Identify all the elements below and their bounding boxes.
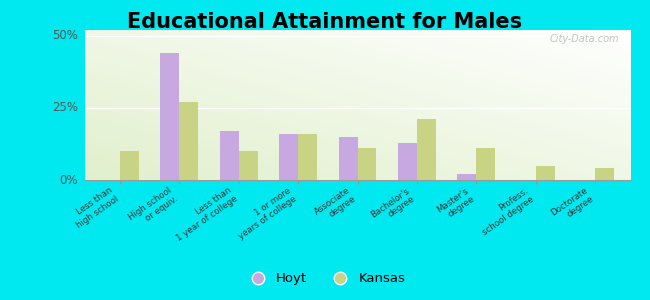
Text: Master's
degree: Master's degree <box>435 186 476 223</box>
Bar <box>161 53 179 180</box>
Text: 50%: 50% <box>52 29 78 42</box>
Bar <box>120 151 139 180</box>
Bar <box>595 169 614 180</box>
Text: City-Data.com: City-Data.com <box>550 34 619 44</box>
Bar <box>298 134 317 180</box>
Bar <box>220 131 239 180</box>
Bar <box>417 119 436 180</box>
Text: Associate
degree: Associate degree <box>313 186 358 226</box>
Bar <box>239 151 258 180</box>
Text: Bachelor's
degree: Bachelor's degree <box>369 186 417 228</box>
Text: Less than
high school: Less than high school <box>69 186 120 230</box>
Bar <box>457 174 476 180</box>
Bar <box>179 102 198 180</box>
Bar <box>279 134 298 180</box>
Bar <box>476 148 495 180</box>
Bar <box>358 148 376 180</box>
Bar <box>339 137 358 180</box>
Text: Profess.
school degree: Profess. school degree <box>474 186 536 237</box>
Text: Doctorate
degree: Doctorate degree <box>549 186 595 226</box>
Text: 25%: 25% <box>52 101 78 114</box>
Text: High school
or equiv.: High school or equiv. <box>127 186 179 231</box>
Text: Educational Attainment for Males: Educational Attainment for Males <box>127 12 523 32</box>
Bar <box>536 166 554 180</box>
Legend: Hoyt, Kansas: Hoyt, Kansas <box>239 267 411 290</box>
Bar <box>398 142 417 180</box>
Text: 0%: 0% <box>60 173 78 187</box>
Text: 1 or more
years of college: 1 or more years of college <box>231 186 298 241</box>
Text: Less than
1 year of college: Less than 1 year of college <box>168 186 239 243</box>
